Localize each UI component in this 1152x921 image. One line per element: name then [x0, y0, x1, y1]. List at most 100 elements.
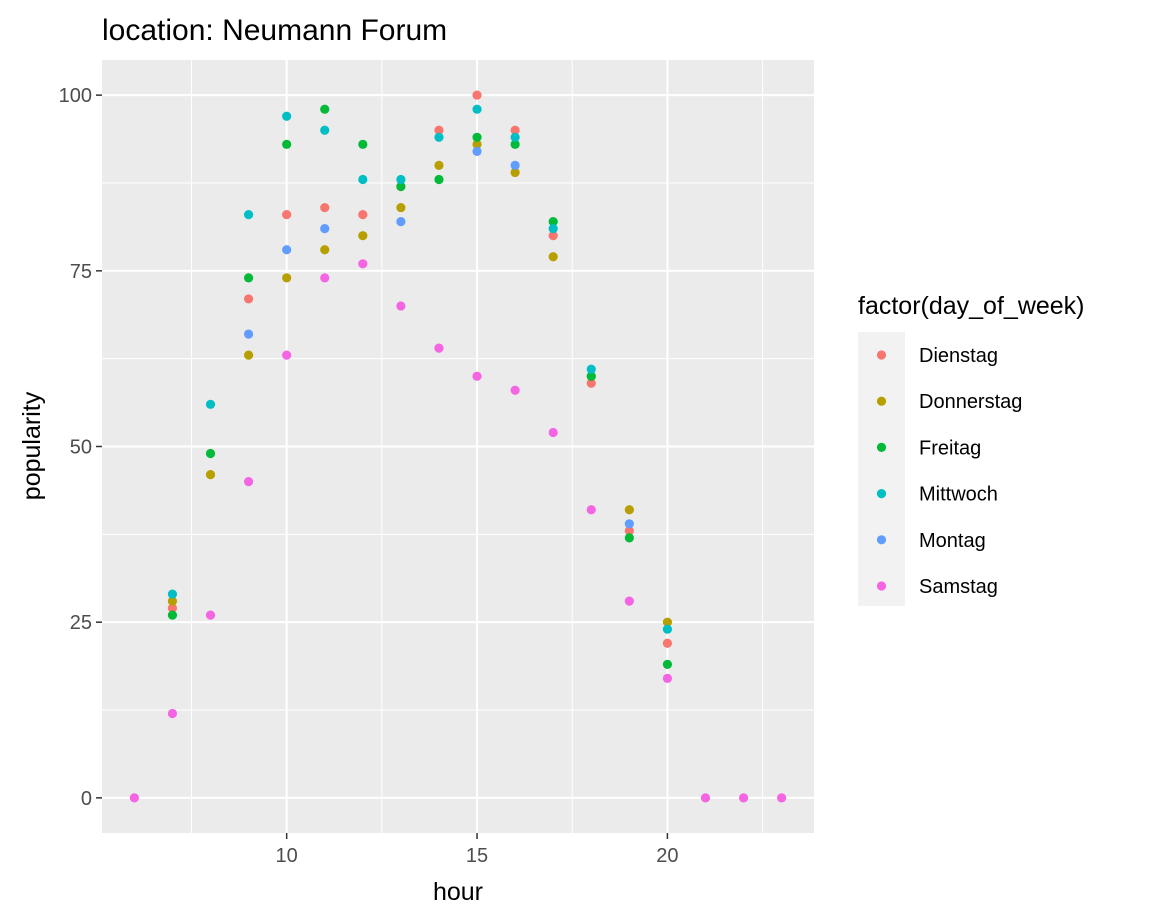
data-point-mittwoch [358, 174, 368, 185]
data-point-mittwoch [586, 364, 596, 374]
legend-label-samstag: Samstag [919, 576, 998, 598]
data-point-donnerstag [510, 167, 520, 178]
y-tick-label: 25 [70, 612, 92, 634]
x-axis-title: hour [433, 878, 483, 906]
data-point-mittwoch [167, 589, 178, 599]
legend-key-dienstag [876, 350, 887, 360]
data-point-donnerstag [167, 596, 178, 606]
data-point-dienstag [472, 90, 482, 100]
x-tick-label: 20 [656, 845, 678, 867]
data-point-freitag [472, 132, 482, 142]
data-point-freitag [320, 104, 330, 114]
data-point-samstag [738, 793, 749, 803]
data-point-donnerstag [358, 231, 368, 241]
data-point-samstag [510, 385, 520, 395]
data-point-mittwoch [243, 210, 254, 220]
data-point-dienstag [586, 378, 596, 388]
y-tick-label: 100 [59, 85, 92, 107]
data-point-freitag [205, 448, 216, 459]
data-point-samstag [243, 477, 254, 487]
data-point-montag [624, 519, 634, 529]
data-point-dienstag [434, 125, 444, 135]
data-point-mittwoch [320, 125, 330, 135]
data-point-samstag [472, 371, 482, 381]
data-point-samstag [624, 596, 634, 606]
data-point-mittwoch [472, 104, 482, 114]
data-point-freitag [510, 139, 520, 149]
data-point-donnerstag [624, 505, 634, 515]
data-point-freitag [662, 659, 673, 669]
legend-label-montag: Montag [919, 530, 986, 552]
data-point-samstag [282, 350, 292, 360]
data-point-freitag [358, 139, 368, 149]
legend-key-mittwoch [876, 489, 887, 499]
chart-title: location: Neumann Forum [102, 14, 447, 47]
x-tick-label: 10 [276, 845, 298, 867]
legend-title: factor(day_of_week) [858, 292, 1085, 320]
data-point-donnerstag [205, 470, 216, 480]
data-point-samstag [586, 505, 596, 515]
data-point-dienstag [243, 294, 254, 304]
data-point-donnerstag [548, 252, 558, 262]
legend-label-dienstag: Dienstag [919, 345, 998, 367]
y-axis-title: popularity [18, 391, 46, 500]
axis-ticks: 10 15 20 0 25 50 75 100 [59, 85, 679, 867]
legend-key-freitag [876, 442, 887, 452]
data-point-samstag [358, 259, 368, 269]
y-tick-label: 50 [70, 437, 92, 459]
data-point-freitag [282, 139, 292, 149]
legend-key-montag [876, 535, 887, 545]
data-point-freitag [548, 217, 558, 227]
data-points [129, 90, 787, 803]
data-point-samstag [320, 273, 330, 283]
data-point-mittwoch [282, 111, 292, 121]
data-point-freitag [167, 610, 178, 620]
data-point-mittwoch [510, 132, 520, 142]
data-point-montag [320, 224, 330, 234]
data-point-mittwoch [662, 624, 673, 634]
data-point-samstag [129, 793, 139, 803]
data-point-samstag [396, 301, 406, 311]
gridlines [102, 60, 814, 833]
data-point-dienstag [510, 125, 520, 135]
data-point-samstag [548, 427, 558, 438]
data-point-dienstag [282, 210, 292, 220]
data-point-freitag [624, 533, 634, 543]
data-point-samstag [167, 708, 178, 719]
data-point-donnerstag [320, 245, 330, 255]
legend: factor(day_of_week) Dienstag Donnerstag Fr… [858, 292, 1085, 606]
x-tick-label: 15 [466, 845, 488, 867]
data-point-freitag [586, 371, 596, 381]
data-point-samstag [700, 793, 711, 803]
data-point-freitag [434, 174, 444, 185]
data-point-samstag [205, 610, 216, 620]
data-point-montag [472, 146, 482, 156]
data-point-montag [282, 245, 292, 255]
legend-key-donnerstag [876, 396, 887, 406]
data-point-mittwoch [434, 132, 444, 142]
data-point-donnerstag [396, 202, 406, 213]
data-point-montag [396, 217, 406, 227]
data-point-donnerstag [472, 139, 482, 149]
data-point-dienstag [548, 231, 558, 241]
data-point-dienstag [167, 603, 178, 613]
data-point-montag [510, 160, 520, 171]
data-point-freitag [396, 181, 406, 192]
legend-label-freitag: Freitag [919, 437, 981, 459]
data-point-donnerstag [243, 350, 254, 360]
data-point-donnerstag [434, 160, 444, 171]
legend-label-mittwoch: Mittwoch [919, 484, 998, 506]
legend-label-donnerstag: Donnerstag [919, 391, 1022, 413]
data-point-donnerstag [282, 273, 292, 283]
data-point-dienstag [320, 202, 330, 213]
data-point-mittwoch [205, 399, 216, 409]
legend-key-samstag [876, 581, 887, 591]
y-tick-label: 0 [81, 788, 92, 810]
data-point-montag [243, 329, 254, 339]
data-point-freitag [243, 273, 254, 283]
data-point-samstag [777, 793, 787, 803]
data-point-samstag [662, 673, 673, 684]
data-point-samstag [434, 343, 444, 353]
legend-key-background [858, 332, 905, 606]
